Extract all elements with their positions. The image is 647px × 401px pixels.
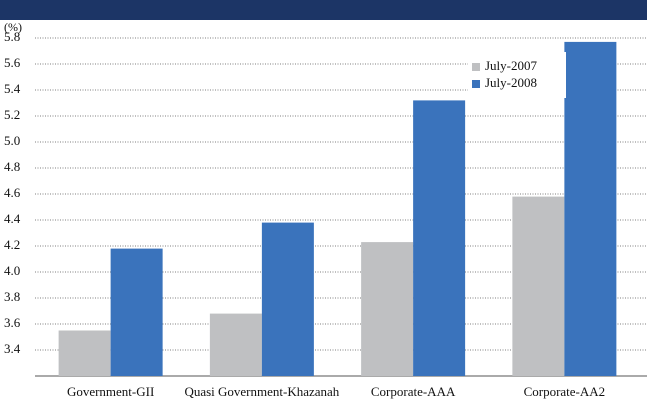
x-tick-label: Corporate-AAA xyxy=(371,384,456,399)
y-tick-label: 4.6 xyxy=(4,185,21,200)
y-axis-label: (%) xyxy=(4,20,22,34)
legend-label: July-2008 xyxy=(485,75,537,90)
header-banner xyxy=(0,0,647,20)
y-tick-label: 5.4 xyxy=(4,81,21,96)
bar xyxy=(361,242,414,376)
y-tick-label: 3.8 xyxy=(4,289,20,304)
y-tick-label: 4.4 xyxy=(4,211,21,226)
y-tick-label: 4.8 xyxy=(4,159,20,174)
bar xyxy=(413,100,466,377)
bar xyxy=(110,248,163,376)
y-tick-label: 5.8 xyxy=(4,29,20,44)
x-tick-label: Quasi Government-Khazanah xyxy=(184,384,339,399)
y-tick-label: 4.2 xyxy=(4,237,20,252)
x-tick-label: Government-GII xyxy=(67,384,154,399)
y-tick-label: 5.0 xyxy=(4,133,20,148)
legend-swatch xyxy=(472,63,480,71)
bar xyxy=(58,330,111,376)
y-tick-label: 3.6 xyxy=(4,315,21,330)
legend-swatch xyxy=(472,80,480,88)
bar xyxy=(209,313,262,376)
y-tick-label: 3.4 xyxy=(4,341,21,356)
y-tick-label: 5.6 xyxy=(4,55,21,70)
bar xyxy=(261,222,314,376)
x-tick-label: Corporate-AA2 xyxy=(524,384,606,399)
y-tick-label: 4.0 xyxy=(4,263,20,278)
legend-box xyxy=(468,52,566,98)
bar xyxy=(564,41,617,377)
bar xyxy=(512,196,565,376)
y-tick-label: 5.2 xyxy=(4,107,20,122)
legend-label: July-2007 xyxy=(485,58,538,73)
